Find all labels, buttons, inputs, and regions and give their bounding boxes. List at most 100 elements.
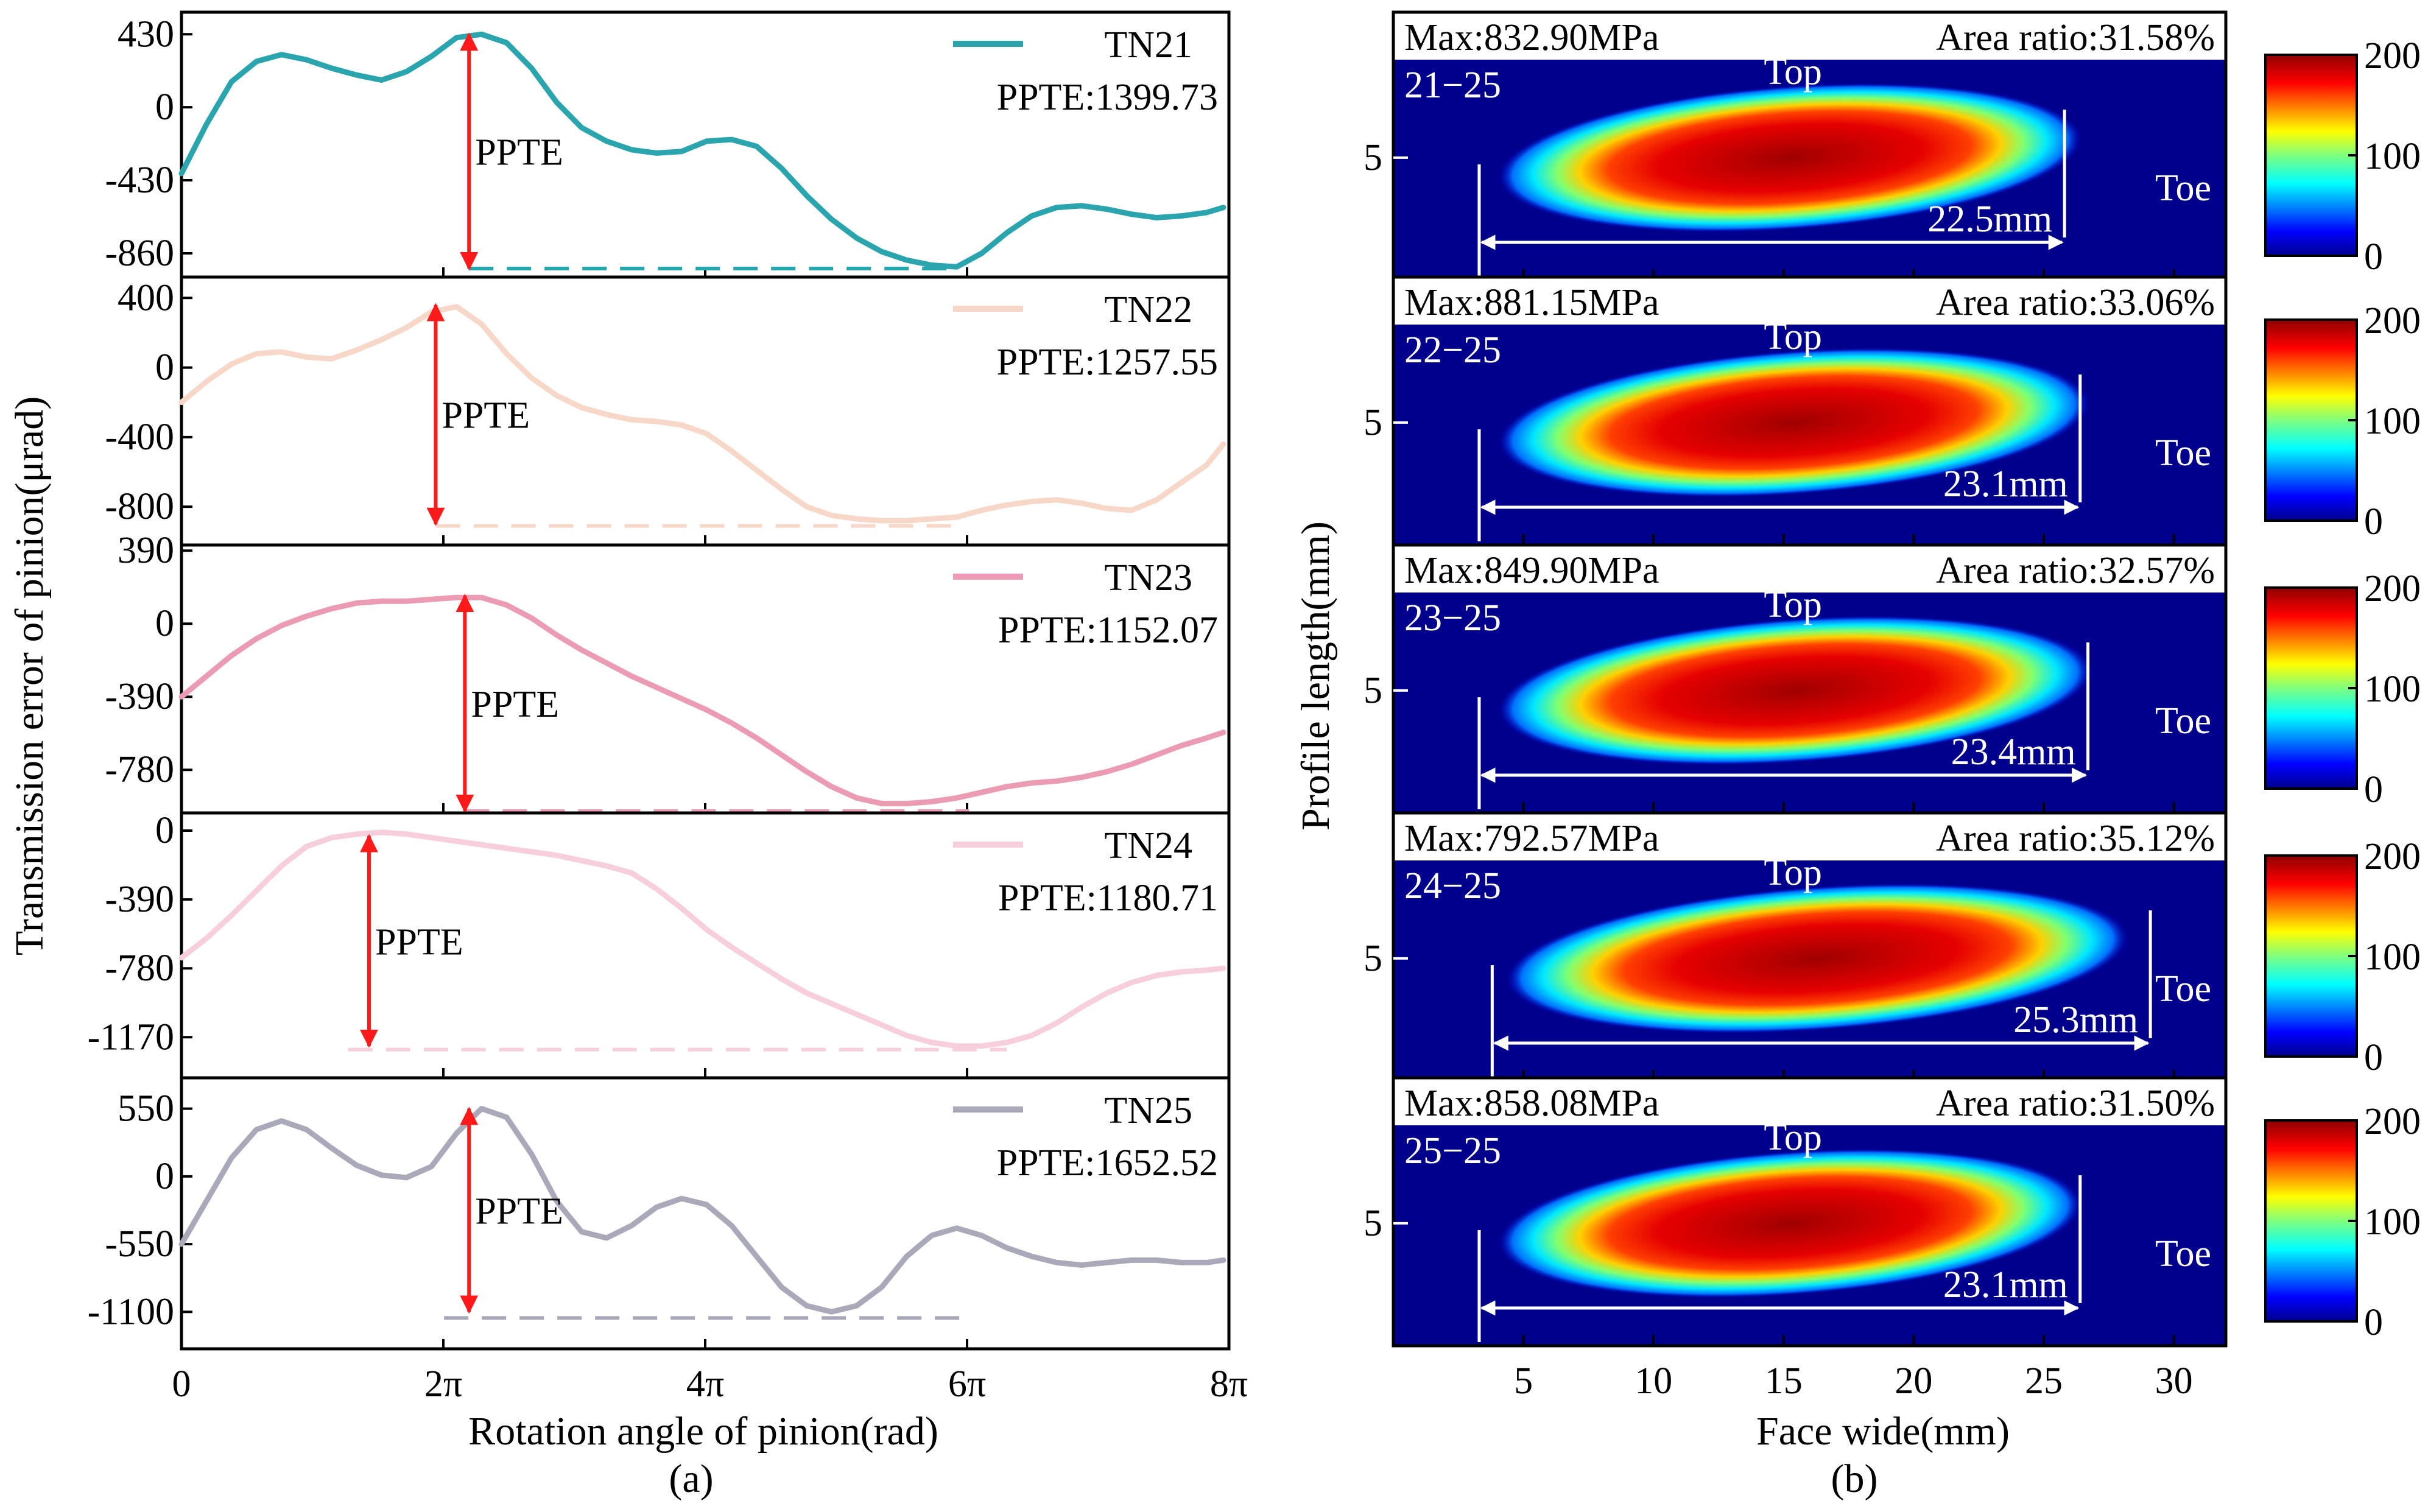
colorbar-tick-label: 200 bbox=[2364, 836, 2421, 877]
toe-label: Toe bbox=[2155, 968, 2211, 1010]
y-tick-label: 430 bbox=[118, 13, 174, 55]
y-tick-label: -800 bbox=[105, 486, 174, 527]
pair-id: 25−25 bbox=[1404, 1130, 1501, 1172]
colorbar bbox=[2264, 1119, 2358, 1323]
x-axis-title-right: Face wide(mm) bbox=[1756, 1409, 2010, 1454]
colorbar-tick-label: 100 bbox=[2364, 136, 2421, 177]
contact-ellipse bbox=[1497, 83, 2082, 233]
x-tick-label: 0 bbox=[172, 1363, 191, 1405]
contact-ellipse bbox=[1497, 1148, 2082, 1298]
ppte-label: PPTE bbox=[375, 921, 463, 963]
series-line-tn23 bbox=[178, 594, 1226, 807]
panel-frame bbox=[180, 275, 1231, 547]
ppte-value: PPTE:1152.07 bbox=[998, 610, 1218, 651]
area-ratio: Area ratio:35.12% bbox=[1936, 818, 2215, 859]
x-tick-label: 6π bbox=[948, 1363, 986, 1405]
contact-length: 25.3mm bbox=[2013, 999, 2138, 1041]
panel-frame bbox=[180, 1076, 1231, 1351]
ppte-value: PPTE:1180.71 bbox=[998, 877, 1218, 919]
pair-id: 23−25 bbox=[1404, 597, 1501, 639]
y-tick-label: -860 bbox=[105, 233, 174, 274]
ppte-value: PPTE:1652.52 bbox=[997, 1142, 1218, 1184]
y-tick-label: 5 bbox=[1364, 402, 1382, 443]
y-tick-label: -1170 bbox=[88, 1016, 174, 1058]
top-label: Top bbox=[1764, 316, 1822, 357]
te-panel-tn21: 430 0 -430 -860 PPTE TN21 PPTE:1399.73 bbox=[105, 10, 1231, 279]
y-tick-label: 5 bbox=[1364, 1203, 1382, 1244]
area-ratio: Area ratio:32.57% bbox=[1936, 550, 2215, 591]
top-label: Top bbox=[1764, 51, 1822, 93]
max-stress: Max:849.90MPa bbox=[1404, 550, 1659, 591]
colorbar-tick-label: 100 bbox=[2364, 401, 2421, 442]
contact-length: 23.1mm bbox=[1943, 463, 2068, 505]
top-label: Top bbox=[1764, 1117, 1822, 1158]
ppte-label: PPTE bbox=[475, 132, 563, 174]
y-tick-label: -400 bbox=[105, 417, 174, 458]
colorbar-tick-label: 200 bbox=[2364, 300, 2421, 342]
y-tick-label: 5 bbox=[1364, 670, 1382, 711]
contact-length: 22.5mm bbox=[1927, 199, 2052, 240]
legend-label: TN24 bbox=[1104, 825, 1192, 867]
te-panel-tn25: 550 0 -550 -1100 PPTE TN25 PPTE:1652.52 bbox=[88, 1076, 1231, 1351]
max-stress: Max:832.90MPa bbox=[1404, 17, 1659, 58]
y-tick-label: -1100 bbox=[88, 1291, 174, 1332]
x-tick-label: 8π bbox=[1210, 1363, 1248, 1405]
colorbar-tick-label: 0 bbox=[2364, 769, 2383, 811]
contact-panel-2: 5 Max:881.15MPa Area ratio:33.06% 22−25 Top T… bbox=[1364, 275, 2421, 547]
figure-label-a: (a) bbox=[669, 1457, 713, 1501]
x-tick-label: 2π bbox=[424, 1363, 462, 1405]
te-panel-tn22: 400 0 -400 -800 PPTE TN22 PPTE:1257.55 bbox=[105, 275, 1231, 547]
contact-panel-4: 5 Max:792.57MPa Area ratio:35.12% 24−25 Top T… bbox=[1364, 811, 2421, 1083]
max-stress: Max:881.15MPa bbox=[1404, 282, 1659, 323]
x-tick-label: 10 bbox=[1635, 1360, 1672, 1402]
y-tick-label: -390 bbox=[105, 676, 174, 717]
contact-length: 23.1mm bbox=[1943, 1264, 2068, 1306]
y-axis-title-left: Transmission error of pinion(μrad) bbox=[7, 396, 52, 955]
y-tick-label: -430 bbox=[105, 160, 174, 201]
y-tick-label: 390 bbox=[118, 530, 174, 571]
y-tick-label: -780 bbox=[105, 948, 174, 989]
figure-label-b: (b) bbox=[1831, 1457, 1878, 1501]
y-tick-label: 0 bbox=[155, 603, 174, 644]
contact-ellipse bbox=[1505, 883, 2129, 1033]
y-axis-title-right: Profile length(mm) bbox=[1293, 521, 1338, 831]
series-line-tn25 bbox=[178, 1106, 1226, 1315]
y-tick-label: 400 bbox=[118, 277, 174, 318]
y-tick-label: -390 bbox=[105, 879, 174, 920]
colorbar-tick-label: 0 bbox=[2364, 1302, 2383, 1343]
colorbar-tick-label: 100 bbox=[2364, 937, 2421, 978]
colorbar-tick-label: 200 bbox=[2364, 568, 2421, 610]
ppte-value: PPTE:1399.73 bbox=[997, 77, 1218, 118]
x-tick-label: 30 bbox=[2155, 1360, 2193, 1402]
x-tick-label: 15 bbox=[1765, 1360, 1803, 1402]
x-axis-title-left: Rotation angle of pinion(rad) bbox=[468, 1409, 938, 1454]
panel-frame bbox=[180, 543, 1231, 815]
y-tick-label: -780 bbox=[105, 749, 174, 790]
ppte-label: PPTE bbox=[471, 684, 559, 725]
y-tick-label: -550 bbox=[105, 1223, 174, 1265]
y-tick-label: 5 bbox=[1364, 137, 1382, 178]
area-ratio: Area ratio:33.06% bbox=[1936, 282, 2215, 323]
colorbar bbox=[2264, 854, 2358, 1058]
ppte-label: PPTE bbox=[442, 395, 530, 437]
contact-pattern-chart: 5 Max:832.90MPa Area ratio:31.58% 21−25 Top T… bbox=[1364, 10, 2421, 1402]
contact-ellipse bbox=[1497, 348, 2090, 498]
y-tick-label: 0 bbox=[155, 810, 174, 851]
y-tick-label: 0 bbox=[155, 347, 174, 389]
area-ratio: Area ratio:31.58% bbox=[1936, 17, 2215, 58]
colorbar-tick-label: 0 bbox=[2364, 501, 2383, 543]
max-stress: Max:858.08MPa bbox=[1404, 1083, 1659, 1124]
top-label: Top bbox=[1764, 584, 1822, 625]
area-ratio: Area ratio:31.50% bbox=[1936, 1083, 2215, 1124]
series-line-tn22 bbox=[178, 304, 1226, 524]
toe-label: Toe bbox=[2155, 1233, 2211, 1275]
colorbar-tick-label: 100 bbox=[2364, 669, 2421, 710]
toe-label: Toe bbox=[2155, 700, 2211, 742]
panel-frame bbox=[1392, 1076, 2228, 1348]
max-stress: Max:792.57MPa bbox=[1404, 818, 1659, 859]
y-tick-label: 0 bbox=[155, 86, 174, 128]
pair-id: 22−25 bbox=[1404, 329, 1501, 371]
top-label: Top bbox=[1764, 852, 1822, 893]
x-tick-label: 25 bbox=[2025, 1360, 2063, 1402]
